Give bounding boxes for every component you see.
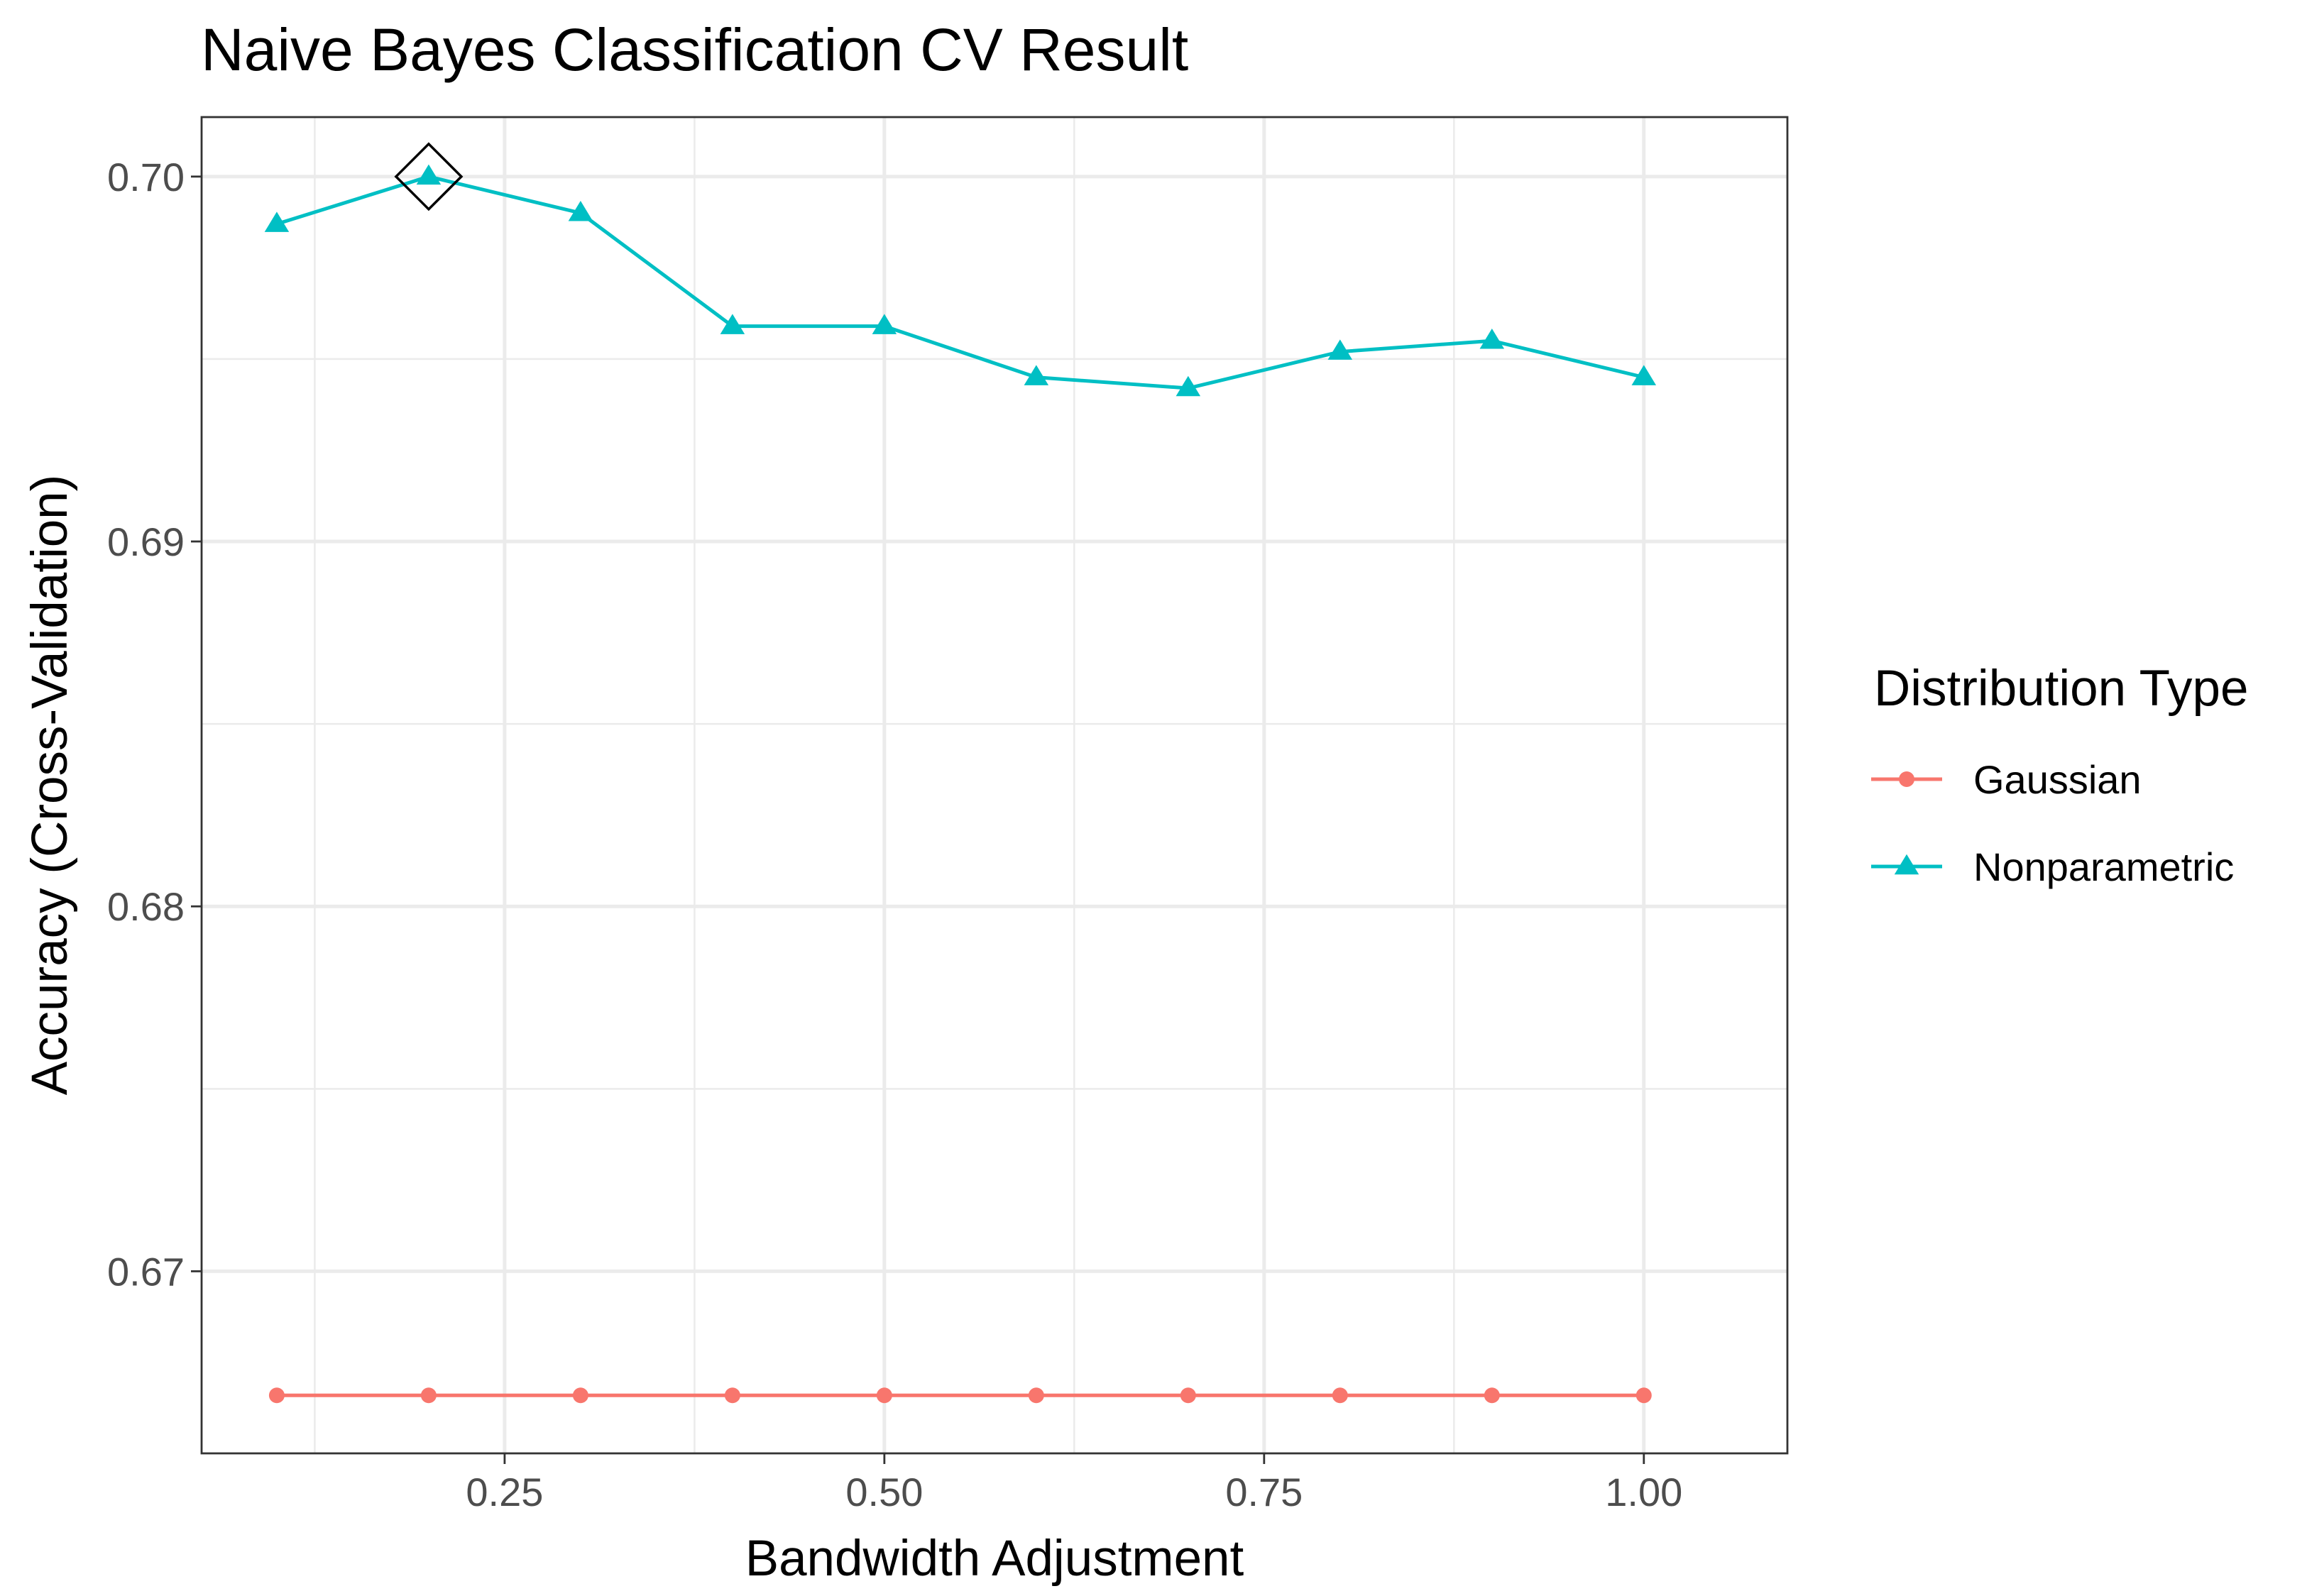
- point-nonparametric: [720, 314, 745, 334]
- point-gaussian: [876, 1387, 892, 1404]
- point-nonparametric: [1176, 375, 1201, 397]
- y-axis: 0.67 0.68 0.69 0.70: [107, 155, 202, 1294]
- legend-item-nonparametric: Nonparametric: [1871, 844, 2234, 889]
- y-axis-title: Accuracy (Cross-Validation): [22, 475, 78, 1096]
- point-nonparametric: [872, 314, 897, 334]
- x-tick-label: 0.50: [845, 1470, 923, 1514]
- grid-major-lines: [202, 117, 1787, 1453]
- legend-item-gaussian: Gaussian: [1871, 757, 2142, 802]
- y-tick-label: 0.69: [107, 519, 185, 564]
- legend-title: Distribution Type: [1874, 661, 2249, 717]
- y-tick-label: 0.67: [107, 1249, 185, 1294]
- point-nonparametric: [1327, 339, 1353, 360]
- point-gaussian: [572, 1387, 588, 1404]
- point-nonparametric: [1024, 365, 1049, 385]
- point-nonparametric: [416, 164, 442, 185]
- series-line-nonparametric: [276, 175, 1645, 390]
- series-nonparametric: [264, 164, 1657, 397]
- x-tick-label: 1.00: [1605, 1470, 1682, 1514]
- point-gaussian: [1484, 1387, 1500, 1404]
- point-nonparametric: [1479, 328, 1505, 349]
- x-tick-label: 0.25: [466, 1470, 543, 1514]
- legend-label-gaussian: Gaussian: [1973, 757, 2142, 802]
- x-axis: 0.25 0.50 0.75 1.00: [466, 1453, 1682, 1514]
- legend: Distribution Type Gaussian Nonparametric: [1871, 661, 2249, 889]
- y-tick-label: 0.70: [107, 155, 185, 199]
- point-gaussian: [1180, 1387, 1196, 1404]
- plot-panel: [200, 116, 1789, 1455]
- point-gaussian: [1028, 1387, 1044, 1404]
- point-nonparametric: [264, 211, 290, 232]
- legend-key-marker-gaussian: [1899, 771, 1914, 787]
- x-axis-title: Bandwidth Adjustment: [745, 1531, 1244, 1587]
- y-tick-label: 0.68: [107, 884, 185, 929]
- legend-label-nonparametric: Nonparametric: [1973, 844, 2234, 889]
- legend-items: Gaussian Nonparametric: [1871, 757, 2234, 889]
- point-nonparametric: [1631, 365, 1657, 385]
- point-gaussian: [268, 1387, 285, 1404]
- panel-background: [202, 117, 1787, 1453]
- point-gaussian: [1635, 1387, 1652, 1404]
- series-layer: [264, 164, 1657, 1404]
- point-gaussian: [724, 1387, 740, 1404]
- highlight-layer: [394, 142, 464, 211]
- point-gaussian: [1332, 1387, 1348, 1404]
- best-result-diamond: [394, 142, 464, 211]
- series-gaussian: [268, 1387, 1652, 1404]
- chart-title: Naive Bayes Classification CV Result: [201, 16, 1188, 83]
- panel-border: [200, 116, 1789, 1455]
- grid-minor-lines: [202, 117, 1787, 1453]
- point-nonparametric: [568, 200, 593, 221]
- x-tick-label: 0.75: [1225, 1470, 1303, 1514]
- point-gaussian: [420, 1387, 437, 1404]
- legend-key-marker-nonparametric: [1894, 854, 1919, 875]
